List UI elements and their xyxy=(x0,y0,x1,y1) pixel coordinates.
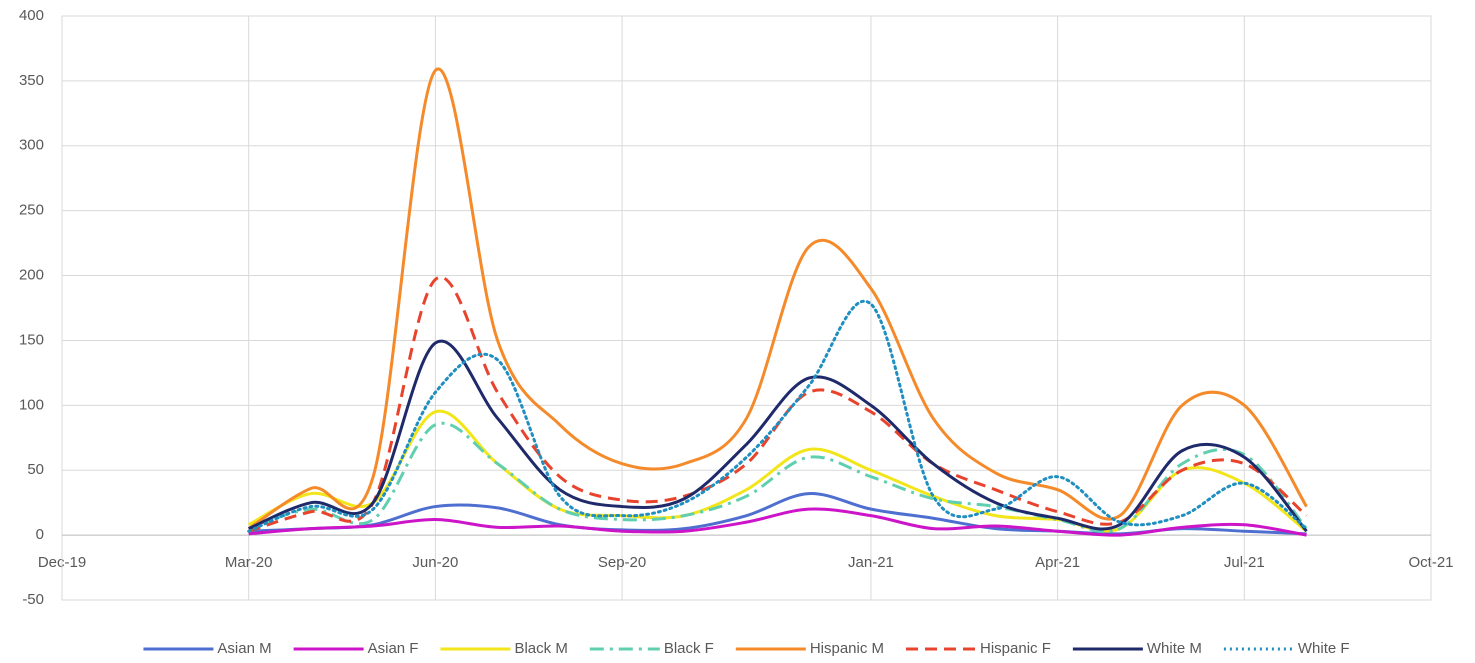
y-tick-label: 400 xyxy=(19,7,44,24)
y-tick-label: -50 xyxy=(22,591,44,608)
x-tick-label: Sep-20 xyxy=(598,554,646,571)
legend: Asian M Asian F Black M Black F Hispanic M Hi… xyxy=(143,640,1350,657)
series-line xyxy=(248,421,1308,534)
legend-label: Asian F xyxy=(368,640,419,657)
legend-label: Asian M xyxy=(217,640,271,657)
series-line xyxy=(247,299,1309,533)
legend-label: Black M xyxy=(514,640,567,657)
y-tick-label: 150 xyxy=(19,331,44,348)
legend-label: Black F xyxy=(664,640,714,657)
x-tick-label: Apr-21 xyxy=(1035,554,1080,571)
y-tick-label: 0 xyxy=(36,526,44,543)
legend-label: White F xyxy=(1298,640,1350,657)
y-tick-label: 300 xyxy=(19,137,44,154)
x-tick-label: Jan-21 xyxy=(848,554,894,571)
y-tick-label: 250 xyxy=(19,202,44,219)
x-tick-label: Jul-21 xyxy=(1224,554,1265,571)
series-line xyxy=(248,339,1308,533)
plot-border xyxy=(61,15,1432,601)
legend-label: White M xyxy=(1147,640,1202,657)
x-tick-label: Mar-20 xyxy=(225,554,273,571)
y-tick-label: 350 xyxy=(19,72,44,89)
legend-label: Hispanic M xyxy=(810,640,884,657)
x-tick-label: Jun-20 xyxy=(412,554,458,571)
series-line xyxy=(247,67,1308,530)
legend-label: Hispanic F xyxy=(980,640,1051,657)
y-tick-label: 100 xyxy=(19,396,44,413)
series-line xyxy=(248,507,1307,537)
y-tick-label: 200 xyxy=(19,267,44,284)
y-tick-label: 50 xyxy=(27,461,44,478)
